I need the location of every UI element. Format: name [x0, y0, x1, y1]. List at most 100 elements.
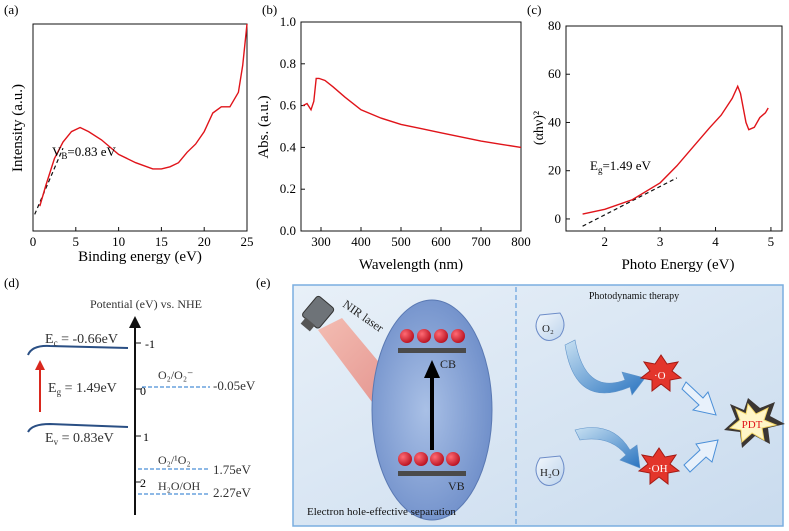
- superoxide-label: ·O: [654, 370, 666, 382]
- ev-label: Ev = 0.83eV: [45, 431, 114, 447]
- redox-couple-label: O₂/O₂⁻: [158, 368, 193, 382]
- tick-label: 0: [140, 384, 146, 398]
- o2-label: O₂: [542, 323, 554, 335]
- laser-device-icon: [300, 295, 335, 332]
- x-tick-label: 4: [712, 234, 719, 249]
- panel-c: (c) 2 3 4 5 0 20 40 60 80 Eg=1.49 eV Photo Ener…: [527, 2, 783, 273]
- redox-couple-value: 1.75eV: [213, 462, 252, 477]
- y-tick-label: 40: [548, 114, 561, 129]
- x-tick-label: 20: [198, 234, 211, 249]
- y-tick-label: 0.0: [280, 223, 296, 238]
- conduction-band-edge: [27, 344, 129, 356]
- band-gap-arrowhead: [35, 360, 45, 370]
- x-tick-label: 700: [471, 234, 491, 249]
- panel-a-label: (a): [4, 2, 18, 17]
- x-tick-label: 5: [73, 234, 80, 249]
- curved-arrow-icon: [574, 427, 641, 469]
- y-tick-label: 80: [548, 18, 561, 33]
- panel-c-yticks: 0 20 40 60 80: [548, 18, 570, 226]
- panel-b-xlabel: Wavelength (nm): [359, 257, 463, 273]
- y-tick-label: 60: [548, 66, 561, 81]
- curved-arrow-icon: [564, 339, 646, 396]
- tick-label: 2: [140, 476, 146, 490]
- x-tick-label: 800: [511, 234, 531, 249]
- hydroxyl-label: ·OH: [648, 463, 668, 475]
- x-tick-label: 500: [391, 234, 411, 249]
- panel-a-series: [39, 23, 248, 207]
- panel-c-series: [582, 84, 769, 215]
- tick-label: 1: [143, 430, 149, 444]
- superoxide-burst-icon: [639, 354, 683, 393]
- x-tick-label: 2: [602, 234, 609, 249]
- panel-c-frame: [565, 25, 783, 232]
- electron: [400, 329, 414, 343]
- redox-couple-label: H₂O/OH: [158, 479, 201, 493]
- h2o-droplet-icon: [535, 455, 565, 486]
- y-tick-label: 0.8: [280, 56, 296, 71]
- pdt-label: PDT: [742, 419, 763, 431]
- panel-a-xticks: 0 5 10 15 20 25: [30, 227, 254, 249]
- panel-a-xlabel: Binding energy (eV): [78, 249, 202, 265]
- panel-b-ylabel: Abs. (a.u.): [256, 95, 272, 158]
- y-tick-label: 0: [555, 211, 562, 226]
- potential-axis-title: Potential (eV) vs. NHE: [90, 297, 202, 311]
- x-tick-label: 3: [657, 234, 664, 249]
- vb-label: VB: [448, 479, 465, 493]
- block-arrow-icon: [683, 439, 719, 473]
- panel-a: (a) 0 5 10 15 20 25 VB=0.83 eV Binding energy…: [4, 2, 254, 265]
- y-tick-label: 0.6: [280, 98, 297, 113]
- block-arrow-icon: [681, 381, 717, 416]
- redox-couple-value: -0.05eV: [213, 378, 256, 393]
- valence-band-edge: [27, 422, 129, 433]
- hole: [446, 452, 460, 466]
- electron: [417, 329, 431, 343]
- panel-b: (b) 300 400 500 600 700 800 0.0 0.2 0.4 0.6 0.8 1.…: [256, 2, 531, 273]
- x-tick-label: 0: [30, 234, 37, 249]
- panel-b-series: [302, 77, 522, 149]
- panel-e-label: (e): [256, 275, 270, 290]
- x-tick-label: 15: [155, 234, 168, 249]
- x-tick-label: 25: [241, 234, 254, 249]
- panel-c-annotation: Eg=1.49 eV: [590, 158, 652, 175]
- x-tick-label: 400: [351, 234, 371, 249]
- pdt-section-title: Photodynamic therapy: [589, 291, 679, 302]
- panel-c-fit-line: [582, 177, 678, 227]
- hole: [414, 452, 428, 466]
- o2-droplet-icon: [535, 312, 565, 341]
- y-tick-label: 20: [548, 163, 561, 178]
- panel-b-frame: [300, 21, 522, 232]
- pdt-burst-icon: [724, 398, 785, 448]
- y-tick-label: 0.4: [280, 139, 297, 154]
- separation-caption: Electron hole-effective separation: [307, 506, 456, 518]
- tick-label: -1: [145, 337, 155, 351]
- cb-label: CB: [440, 357, 456, 371]
- panel-b-label: (b): [262, 2, 277, 17]
- panel-e: (e) NIR laser CB VB Electron hole-effect…: [256, 275, 785, 527]
- panel-c-xticks: 2 3 4 5: [602, 227, 775, 249]
- panel-a-annotation: VB=0.83 eV: [52, 144, 117, 161]
- panel-c-xlabel: Photo Energy (eV): [621, 257, 734, 273]
- ec-label: Ec = -0.66eV: [45, 332, 118, 348]
- x-tick-label: 600: [431, 234, 451, 249]
- h2o-label: H₂O: [540, 467, 560, 479]
- redox-couple-value: 2.27eV: [213, 485, 252, 500]
- y-tick-label: 1.0: [280, 14, 296, 29]
- excitation-arrowhead: [424, 360, 440, 378]
- eg-label: Eg = 1.49eV: [48, 381, 117, 397]
- electron: [451, 329, 465, 343]
- hole: [430, 452, 444, 466]
- panel-d-label: (d): [4, 275, 19, 290]
- y-tick-label: 0.2: [280, 181, 296, 196]
- vb-band: [398, 471, 466, 476]
- electron: [434, 329, 448, 343]
- panel-a-fit-line: [34, 147, 64, 215]
- redox-couple-label: O₂/¹O₂: [158, 453, 191, 467]
- panel-c-ylabel: (αhν)²: [532, 111, 547, 145]
- hydroxyl-burst-icon: [637, 447, 681, 486]
- hole: [398, 452, 412, 466]
- panel-c-label: (c): [527, 2, 541, 17]
- panel-a-ylabel: Intensity (a.u.): [10, 84, 26, 172]
- x-tick-label: 5: [768, 234, 775, 249]
- x-tick-label: 300: [311, 234, 331, 249]
- cb-band: [398, 348, 466, 353]
